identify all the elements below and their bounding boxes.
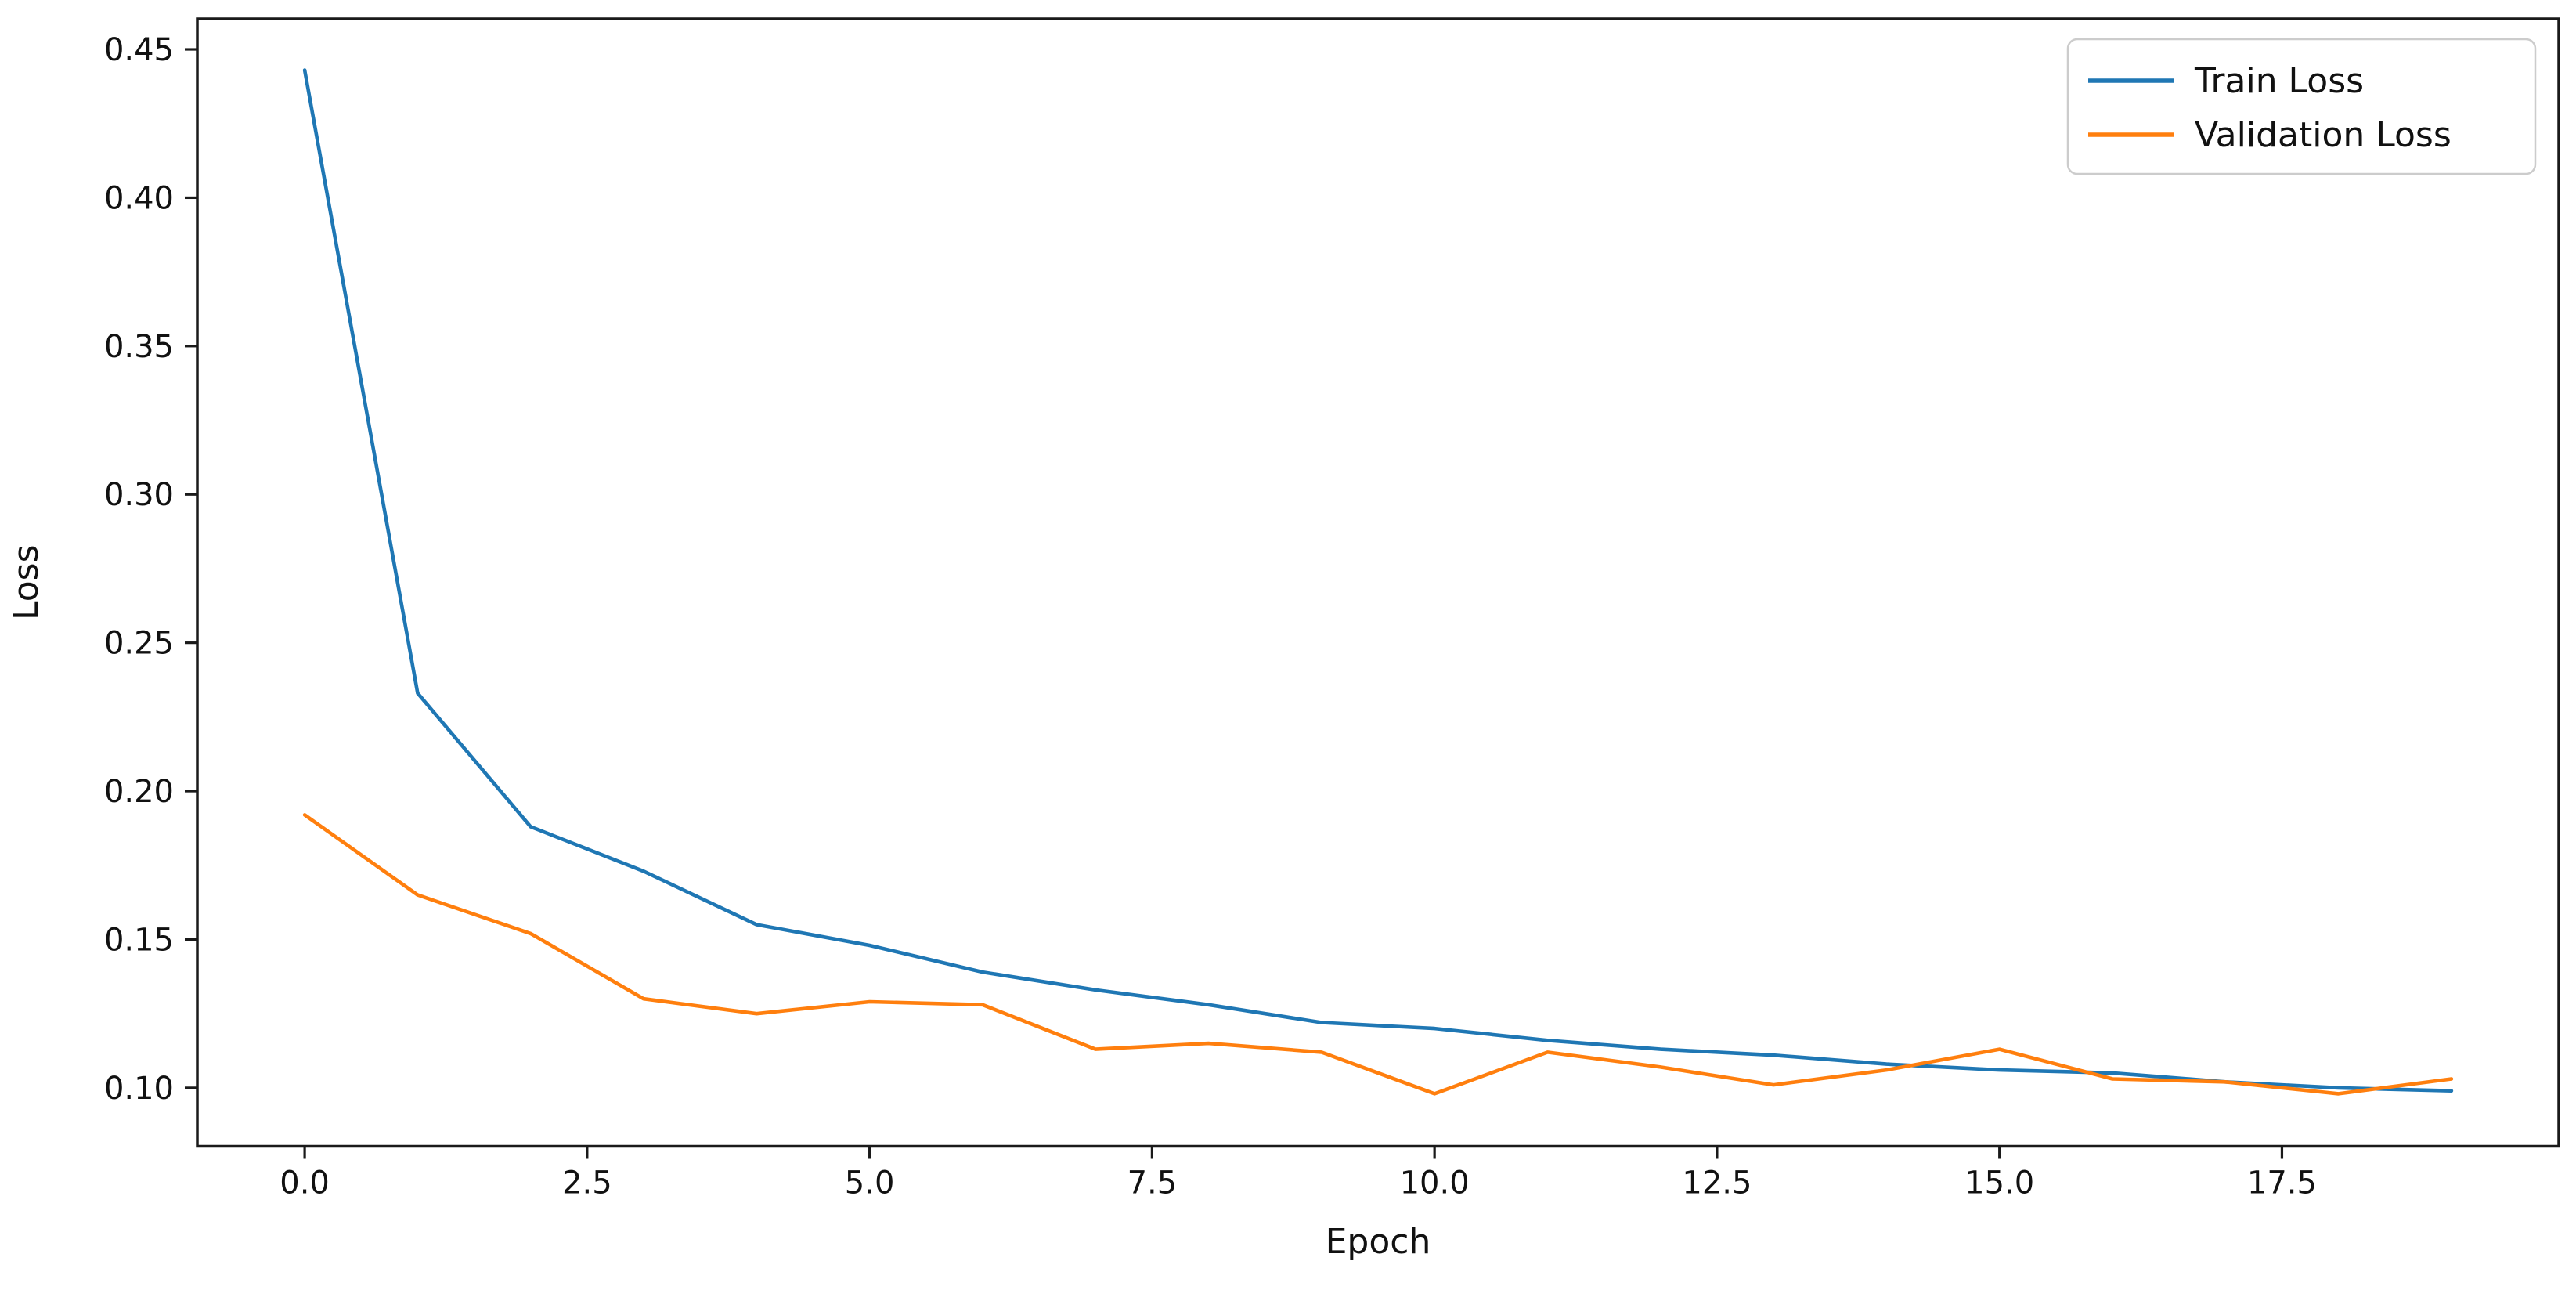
- x-tick-label: 0.0: [280, 1165, 330, 1201]
- x-tick-label: 10.0: [1400, 1165, 1470, 1201]
- axes-spines: [196, 17, 2560, 1148]
- y-tick-label: 0.45: [104, 32, 174, 68]
- legend-label: Validation Loss: [2195, 115, 2452, 155]
- y-tick-label: 0.30: [104, 477, 174, 513]
- y-tick-label: 0.40: [104, 180, 174, 216]
- x-tick-label: 15.0: [1964, 1165, 2034, 1201]
- x-axis: 0.0 2.5 5.0 7.5 10.0 12.5 15.0 17.5: [280, 1146, 2317, 1201]
- y-tick-label: 0.20: [104, 774, 174, 810]
- y-axis: 0.10 0.15 0.20 0.25 0.30 0.35 0.40 0.45: [104, 32, 197, 1107]
- legend-box: [2066, 38, 2537, 175]
- x-axis-label: Epoch: [1326, 1222, 1431, 1262]
- legend-label: Train Loss: [2194, 61, 2364, 101]
- legend: Train Loss Validation Loss: [2066, 38, 2537, 175]
- y-tick-label: 0.10: [104, 1071, 174, 1107]
- x-tick-label: 12.5: [1682, 1165, 1752, 1201]
- x-tick-label: 2.5: [562, 1165, 612, 1201]
- y-tick-label: 0.25: [104, 626, 174, 662]
- x-tick-label: 5.0: [845, 1165, 895, 1201]
- series-line-validation: [302, 813, 2454, 1096]
- y-axis-label: Loss: [6, 544, 46, 620]
- x-tick-label: 7.5: [1127, 1165, 1178, 1201]
- x-tick-label: 17.5: [2247, 1165, 2317, 1201]
- y-tick-label: 0.35: [104, 329, 174, 365]
- series-lines: [302, 68, 2454, 1096]
- y-tick-label: 0.15: [104, 922, 174, 958]
